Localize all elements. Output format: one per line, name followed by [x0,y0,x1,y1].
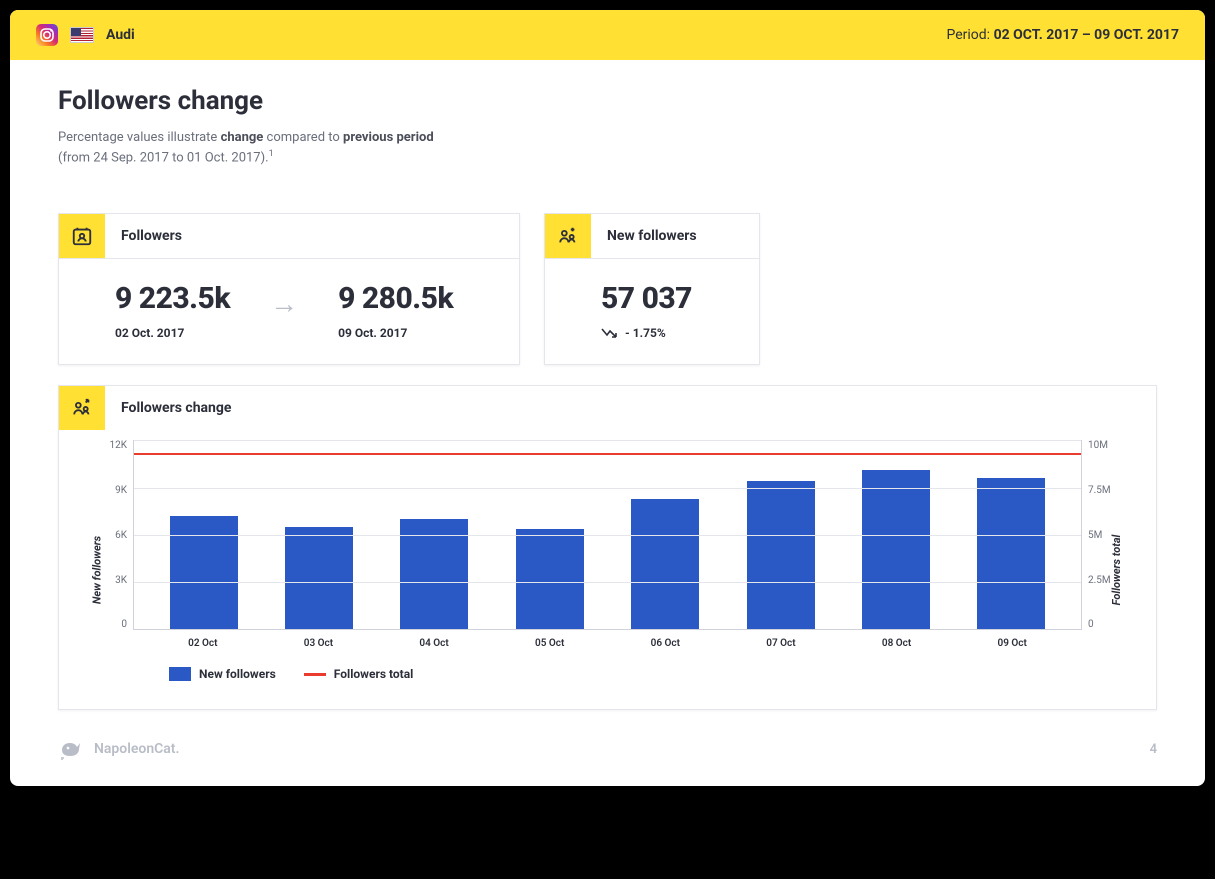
followers-card: Followers 9 223.5k 02 Oct. 2017 → 9 280.… [58,213,520,365]
left-axis-label: New followers [91,536,104,604]
x-tick-label: 08 Oct [863,638,931,649]
chart-bar [862,470,930,629]
report-page: Audi Period: 02 OCT. 2017 – 09 OCT. 2017… [10,10,1205,786]
napoleoncat-icon [58,738,86,760]
chart-bar [516,529,584,630]
x-tick-label: 06 Oct [631,638,699,649]
chart-legend: New followers Followers total [93,649,1122,703]
instagram-icon [36,24,58,46]
followers-to-value: 9 280.5k [338,281,453,316]
period-range: Period: 02 OCT. 2017 – 09 OCT. 2017 [946,27,1179,43]
x-tick-label: 05 Oct [516,638,584,649]
chart-bar [747,481,815,629]
chart-bar [170,516,238,629]
followers-card-title: Followers [105,214,198,258]
footer-logo-text: NapoleonCat. [94,741,180,757]
period-label-text: Period: [946,27,990,43]
chart-bar [631,499,699,630]
new-followers-value: 57 037 [601,281,735,316]
footer-logo: NapoleonCat. [58,738,180,760]
arrow-right-icon: → [270,287,298,334]
followers-total-line [134,453,1081,455]
legend-bars: New followers [169,667,276,681]
period-value-text: 02 OCT. 2017 – 09 OCT. 2017 [994,27,1179,43]
new-followers-icon [545,214,591,258]
chart-bar [977,478,1045,629]
followers-from-date: 02 Oct. 2017 [115,326,230,340]
x-tick-label: 03 Oct [284,638,352,649]
subtitle: Percentage values illustrate change comp… [58,128,698,167]
followers-change-icon [59,386,105,430]
page-title: Followers change [58,86,1157,116]
followers-from: 9 223.5k 02 Oct. 2017 [115,281,230,340]
x-tick-label: 04 Oct [400,638,468,649]
x-tick-label: 02 Oct [169,638,237,649]
trend-down-icon [601,327,619,339]
us-flag-icon [70,27,94,43]
x-tick-label: 07 Oct [747,638,815,649]
chart-plot-area [133,440,1082,630]
x-axis-labels: 02 Oct 03 Oct 04 Oct 05 Oct 06 Oct 07 Oct 08 O… [133,630,1082,649]
page-number: 4 [1150,742,1157,757]
chart-bar [285,527,353,629]
new-followers-card: New followers 57 037 - 1.75% [544,213,760,365]
followers-to-date: 09 Oct. 2017 [338,326,453,340]
right-axis-label: Followers total [1110,534,1123,605]
legend-line: Followers total [304,667,414,681]
new-followers-card-title: New followers [591,214,713,258]
followers-icon [59,214,105,258]
top-bar: Audi Period: 02 OCT. 2017 – 09 OCT. 2017 [10,10,1205,60]
followers-from-value: 9 223.5k [115,281,230,316]
followers-to: 9 280.5k 09 Oct. 2017 [338,281,453,340]
chart-title: Followers change [105,386,247,430]
new-followers-delta: - 1.75% [601,326,735,340]
followers-change-chart-card: Followers change New followers Followers… [58,385,1157,710]
x-tick-label: 09 Oct [978,638,1046,649]
brand-name: Audi [106,27,135,43]
footer: NapoleonCat. 4 [10,720,1205,786]
